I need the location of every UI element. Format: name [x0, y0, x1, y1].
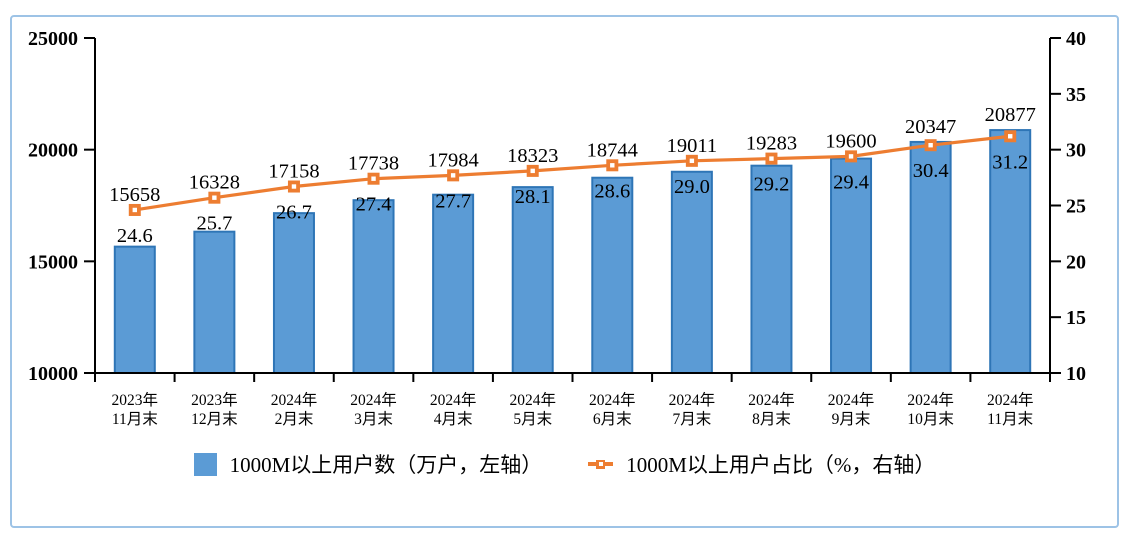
line-pct-label: 28.1 — [515, 186, 551, 208]
line-marker-dot-icon — [928, 143, 933, 148]
bar — [432, 193, 475, 374]
line-pct-label: 30.4 — [913, 160, 949, 182]
x-category-label: 2024年 — [509, 391, 556, 409]
bar-value-label: 15658 — [109, 184, 160, 206]
bar-value-label: 18323 — [507, 145, 558, 167]
x-category-label: 8月末 — [752, 410, 791, 428]
line-marker-dot-icon — [530, 168, 535, 174]
bar — [352, 199, 395, 374]
bar-value-label: 20877 — [985, 104, 1036, 126]
line-pct-label: 29.2 — [754, 174, 790, 196]
line-series — [134, 134, 1011, 212]
line-pct-label: 31.2 — [992, 151, 1028, 173]
line-pct-label: 26.7 — [276, 202, 312, 224]
line-pct-label: 28.6 — [594, 180, 630, 202]
right-axis-tick-label: 15 — [1066, 307, 1086, 329]
bar — [193, 230, 236, 374]
bar-value-label: 17984 — [428, 149, 479, 171]
square-marker-icon — [596, 459, 606, 469]
x-category-label: 3月末 — [354, 410, 393, 428]
legend-item-bar-series: 1000M以上用户数（万户，左轴） — [193, 449, 543, 479]
bar — [272, 212, 315, 374]
x-category-label: 2024年 — [669, 391, 716, 409]
line-pct-label: 29.0 — [674, 176, 710, 198]
line-pct-label: 27.7 — [435, 190, 471, 212]
bar — [591, 176, 634, 374]
right-axis-tick-label: 20 — [1066, 251, 1086, 273]
right-axis-tick-label: 35 — [1066, 84, 1086, 106]
x-category-label: 12月末 — [191, 410, 238, 428]
line-marker-dot-icon — [450, 173, 456, 178]
bar-value-label: 16328 — [189, 172, 240, 194]
line-pct-label: 24.6 — [117, 225, 153, 247]
line-marker-dot-icon — [291, 184, 297, 189]
line-marker-dot-icon — [1008, 134, 1013, 139]
x-category-label: 2024年 — [589, 391, 636, 409]
line-series-label: 1000M以上用户占比（%，右轴） — [626, 453, 936, 477]
legend: 1000M以上用户数（万户，左轴） 1000M以上用户占比（%，右轴） — [10, 449, 1119, 479]
bar — [909, 140, 952, 374]
x-category-label: 7月末 — [672, 410, 711, 428]
line-marker-dot-icon — [212, 195, 217, 200]
right-axis-tick-label: 40 — [1066, 28, 1086, 50]
line-marker-dot-icon — [769, 156, 774, 161]
bar-value-label: 19283 — [746, 133, 797, 155]
x-category-label: 2024年 — [748, 391, 795, 409]
bar — [670, 170, 713, 374]
x-category-label: 4月末 — [434, 410, 473, 428]
line-pct-label: 25.7 — [196, 213, 232, 235]
line-pct-label: 29.4 — [833, 171, 869, 193]
line-pct-label: 27.4 — [356, 194, 392, 216]
bar-value-label: 20347 — [905, 116, 956, 138]
left-axis-tick-label: 25000 — [28, 28, 78, 50]
bar-value-label: 17738 — [348, 153, 399, 175]
x-category-label: 2023年 — [191, 391, 238, 409]
right-axis-tick-label: 30 — [1066, 140, 1086, 162]
x-category-label: 2月末 — [275, 410, 314, 428]
x-category-label: 10月末 — [907, 410, 954, 428]
bar-value-label: 17158 — [268, 161, 319, 183]
bar — [750, 164, 793, 374]
line-series-swatch-icon — [588, 459, 614, 469]
left-axis-tick-label: 15000 — [28, 251, 78, 273]
line-marker-dot-icon — [132, 207, 137, 213]
right-axis-tick-label: 10 — [1066, 363, 1086, 385]
bar-value-label: 19600 — [825, 130, 876, 152]
line-marker-dot-icon — [371, 176, 376, 181]
legend-item-line-series: 1000M以上用户占比（%，右轴） — [588, 449, 935, 479]
x-category-label: 2024年 — [430, 391, 477, 409]
x-category-label: 2024年 — [271, 391, 318, 409]
line-dash-icon — [605, 462, 614, 466]
x-category-label: 2024年 — [987, 391, 1034, 409]
x-category-label: 9月末 — [832, 410, 871, 428]
bar-value-label: 19011 — [667, 135, 718, 157]
x-category-label: 6月末 — [593, 410, 632, 428]
x-category-label: 2024年 — [907, 391, 954, 409]
bar — [511, 186, 554, 374]
right-axis-tick-label: 25 — [1066, 196, 1086, 218]
bar-value-label: 18744 — [587, 139, 638, 161]
bar-series-swatch-icon — [193, 452, 217, 476]
x-category-label: 11月末 — [112, 410, 158, 428]
left-axis-tick-label: 20000 — [28, 140, 78, 162]
x-category-label: 11月末 — [987, 410, 1033, 428]
bar — [113, 245, 156, 374]
bar — [830, 157, 873, 374]
line-marker-dot-icon — [610, 163, 615, 168]
x-category-label: 2024年 — [350, 391, 397, 409]
line-dash-icon — [588, 462, 597, 466]
x-category-label: 2023年 — [112, 391, 159, 409]
x-category-label: 2024年 — [828, 391, 875, 409]
left-axis-tick-label: 10000 — [28, 363, 78, 385]
line-marker-dot-icon — [848, 154, 854, 159]
x-category-label: 5月末 — [513, 410, 552, 428]
line-marker-dot-icon — [689, 158, 695, 164]
bar-series-label: 1000M以上用户数（万户，左轴） — [229, 453, 543, 477]
